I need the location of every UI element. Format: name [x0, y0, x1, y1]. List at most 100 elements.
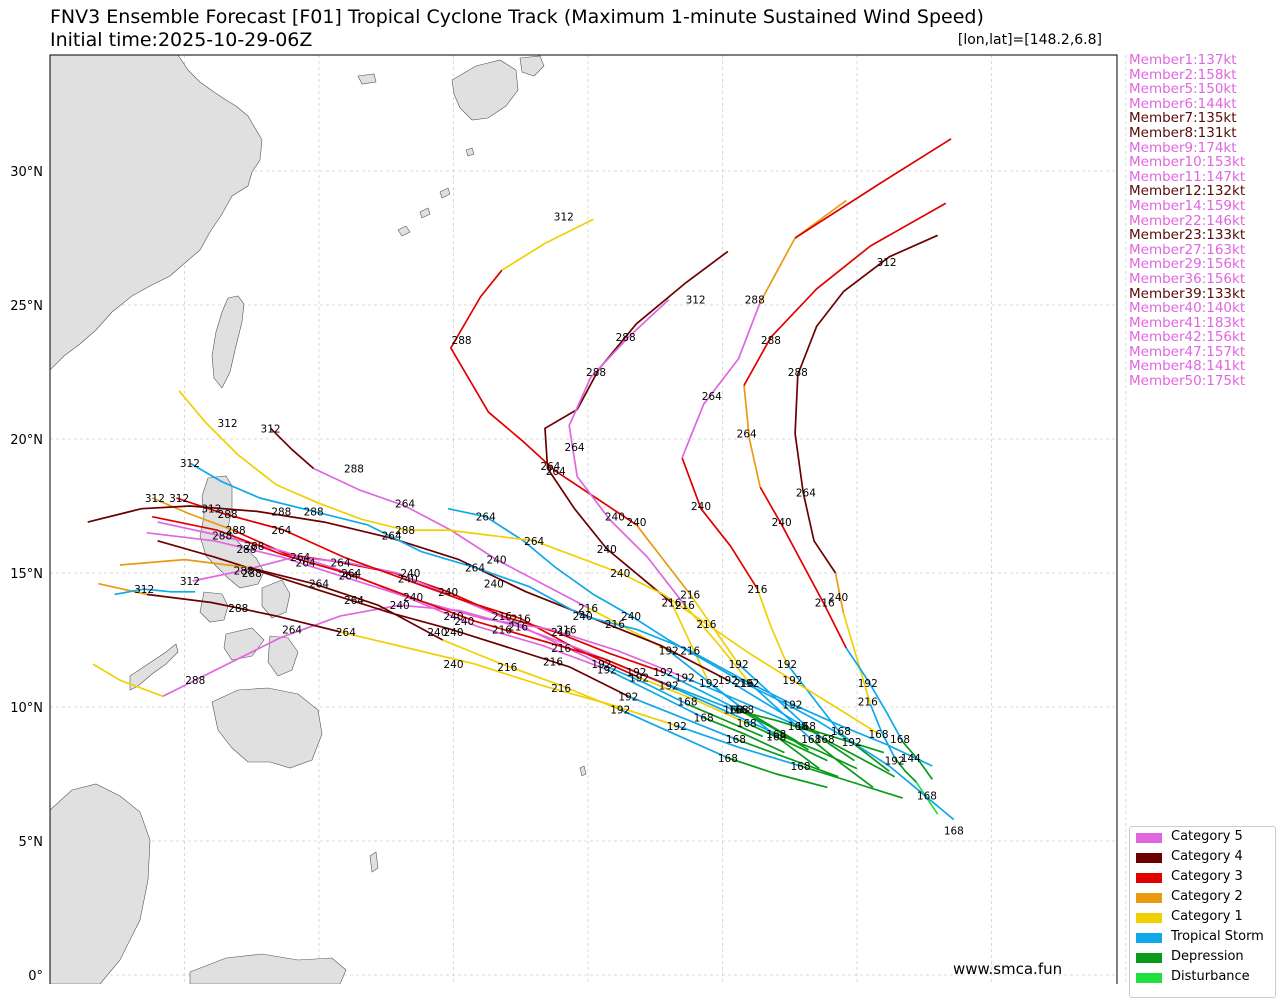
hour-label: 192 [858, 678, 878, 690]
track-segment [743, 385, 762, 488]
hour-label: 216 [551, 643, 571, 655]
member-entry: Member14:159kt [1129, 197, 1246, 214]
shikoku-island [519, 55, 545, 77]
hour-label: 240 [400, 568, 420, 580]
hour-label: 192 [782, 699, 802, 711]
hour-label: 216 [734, 678, 754, 690]
track-segment [869, 703, 896, 759]
hour-label: 144 [901, 753, 921, 765]
legend-item: Category 5 [1130, 827, 1275, 847]
hour-label: 168 [801, 734, 821, 746]
site-credit: www.smca.fun [953, 960, 1063, 978]
sulawesi-island [189, 953, 347, 984]
track-segment [668, 684, 777, 735]
hour-label: 240 [487, 555, 507, 567]
hour-label: 192 [653, 667, 673, 679]
track-segment [568, 298, 686, 606]
hour-label: 264 [271, 525, 291, 537]
hour-label: 264 [290, 552, 310, 564]
hour-label: 240 [443, 611, 463, 623]
hour-label: 192 [699, 678, 719, 690]
hour-label: 264 [336, 627, 356, 639]
hour-label: 240 [605, 512, 625, 524]
member-entry: Member22:146kt [1129, 212, 1246, 229]
hour-label: 216 [511, 614, 531, 626]
lat-tick-label: 25°N [10, 299, 43, 314]
member-entry: Member9:174kt [1129, 139, 1237, 156]
forecast-hour-labels: 168 192 216 240 264 288 312 168 192 216 240 264 288 1… [134, 212, 964, 838]
hour-label: 216 [661, 597, 681, 609]
track-segment [676, 724, 801, 767]
hour-label: 240 [443, 659, 463, 671]
legend-label: Tropical Storm [1171, 929, 1264, 944]
member-entry: Member8:131kt [1129, 124, 1237, 141]
hour-label: 216 [543, 656, 563, 668]
hour-label: 312 [134, 584, 154, 596]
hour-label: 192 [659, 646, 679, 658]
track-segment [668, 650, 745, 711]
hour-label: 264 [546, 466, 566, 478]
hour-label: 264 [344, 595, 364, 607]
track-segment [810, 738, 874, 789]
track-segment [834, 572, 845, 614]
legend-label: Category 3 [1171, 869, 1243, 884]
track-segment [606, 668, 705, 719]
hour-label: 288 [244, 541, 264, 553]
lat-tick-label: 5°N [19, 835, 44, 850]
track-segment [738, 663, 807, 727]
track-segment [501, 218, 594, 271]
track-segment [703, 716, 785, 754]
hour-label: 264 [341, 568, 361, 580]
hour-label: 288 [344, 463, 364, 475]
hour-label: 264 [565, 442, 585, 454]
hour-label: 288 [586, 367, 606, 379]
track-segment [178, 390, 879, 735]
legend-label: Category 5 [1171, 829, 1243, 844]
hour-label: 168 [868, 729, 888, 741]
hour-label: 312 [554, 212, 574, 224]
hour-label: 240 [390, 600, 410, 612]
legend-label: Category 4 [1171, 849, 1243, 864]
legend-swatch [1136, 833, 1162, 843]
okinawa-island [357, 73, 377, 85]
track-segment [270, 427, 315, 470]
track-segment [92, 663, 164, 698]
member-entry: Member2:158kt [1129, 66, 1237, 83]
hour-label: 288 [185, 675, 205, 687]
hour-label: 168 [831, 726, 851, 738]
track-segment [687, 703, 764, 738]
hour-label: 192 [626, 667, 646, 679]
member-entry: Member23:133kt [1129, 227, 1246, 244]
legend-item: Tropical Storm [1130, 927, 1275, 947]
track-segment [727, 757, 828, 789]
ryukyu-islands [397, 147, 475, 237]
hour-label: 216 [497, 662, 517, 674]
hour-label: 216 [815, 597, 835, 609]
hour-label: 216 [551, 627, 571, 639]
panay-negros-islands [223, 627, 299, 677]
hour-label: 192 [729, 659, 749, 671]
hour-label: 264 [476, 512, 496, 524]
legend-item: Category 1 [1130, 907, 1275, 927]
legend-item: Category 2 [1130, 887, 1275, 907]
hour-label: 264 [339, 571, 359, 583]
legend-swatch [1136, 873, 1162, 883]
hour-label: 216 [696, 619, 716, 631]
hour-label: 288 [228, 603, 248, 615]
hour-label: 168 [790, 761, 810, 773]
member-entry: Member7:135kt [1129, 110, 1237, 127]
track-segment [775, 733, 858, 770]
track-segment [800, 765, 903, 799]
hour-label: 264 [282, 624, 302, 636]
hour-label: 312 [180, 458, 200, 470]
hour-label: 264 [395, 498, 415, 510]
hour-label: 192 [618, 691, 638, 703]
lat-tick-label: 30°N [10, 165, 43, 180]
hour-label: 264 [296, 557, 316, 569]
track-segment [151, 497, 234, 531]
track-segment [114, 588, 196, 596]
track-segment [87, 505, 729, 681]
hour-label: 192 [667, 721, 687, 733]
lonlat-readout: [lon,lat]=[148.2,6.8] [957, 32, 1102, 48]
